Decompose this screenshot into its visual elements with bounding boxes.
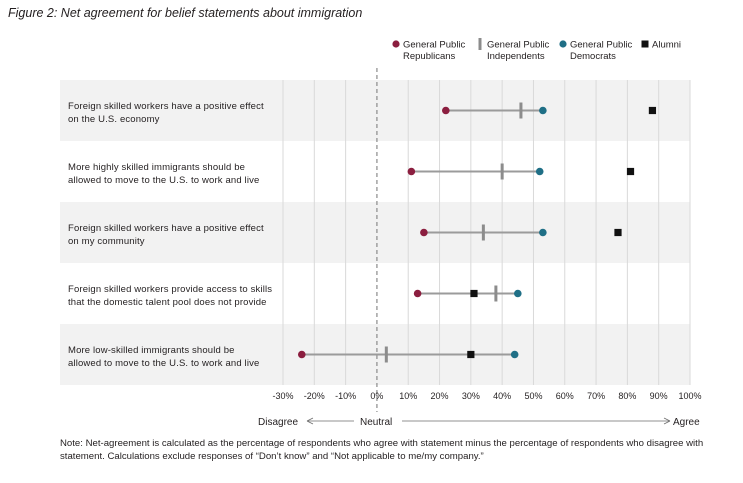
statement-label: Foreign skilled workers provide access t…: [68, 284, 272, 308]
x-axis-ticks: -30% -20% -10% 0% 10% 20% 30% 40% 50% 60% 70% 80% 90…: [272, 391, 701, 401]
x-tick-label: 80%: [618, 391, 636, 401]
statement-label: Foreign skilled workers have a positive …: [68, 101, 264, 125]
x-tick-label: 50%: [524, 391, 542, 401]
republicans-marker: [297, 350, 306, 359]
chart-row: Foreign skilled workers have a positive …: [68, 101, 657, 125]
independents-marker: [500, 163, 504, 180]
legend-label-line: General Public: [487, 40, 550, 51]
legend-label-line: Independents: [487, 51, 545, 62]
x-tick-label: 0%: [370, 391, 383, 401]
legend-label: General Public Independents: [487, 40, 550, 63]
x-tick-label: -10%: [335, 391, 356, 401]
statement-label-line: Foreign skilled workers have a positive …: [68, 223, 264, 234]
legend-swatch: [478, 38, 482, 50]
democrats-marker: [514, 289, 522, 298]
row-band: [60, 80, 690, 141]
x-tick-label: -20%: [304, 391, 325, 401]
democrats-marker: [535, 167, 544, 176]
legend-label: General Public Democrats: [570, 40, 633, 63]
row-band: [60, 202, 690, 263]
scale-label-agree: Agree: [673, 417, 700, 428]
x-tick-label: 20%: [431, 391, 449, 401]
statement-label-line: Foreign skilled workers provide access t…: [68, 284, 272, 295]
independents-marker: [519, 102, 523, 119]
chart-row: Foreign skilled workers have a positive …: [68, 223, 622, 247]
figure-title: Figure 2: Net agreement for belief state…: [8, 6, 363, 20]
x-tick-label: 10%: [399, 391, 417, 401]
agreement-scale: Disagree Neutral Agree: [258, 417, 700, 428]
scale-label-disagree: Disagree: [258, 417, 298, 428]
alumni-marker: [626, 167, 635, 176]
legend-entry: Alumni: [641, 40, 681, 51]
statement-label: More low-skilled immigrants should be all…: [68, 345, 259, 369]
independents-marker: [384, 346, 388, 363]
statement-label-line: allowed to move to the U.S. to work and …: [68, 175, 259, 186]
alumni-marker: [614, 228, 622, 237]
chart-rows: Foreign skilled workers have a positive …: [68, 101, 657, 369]
statement-label-line: More low-skilled immigrants should be: [68, 345, 235, 356]
scale-label-neutral: Neutral: [360, 417, 392, 428]
x-tick-label: 30%: [462, 391, 480, 401]
x-tick-label: 90%: [650, 391, 668, 401]
independents-marker: [481, 224, 485, 241]
gridlines: [282, 80, 691, 385]
alumni-marker: [467, 350, 475, 359]
chart-row: More low-skilled immigrants should be all…: [68, 345, 519, 369]
chart-row: More highly skilled immigrants should be…: [68, 162, 635, 186]
x-tick-label: -30%: [272, 391, 293, 401]
legend-label-line: General Public: [403, 40, 466, 51]
statement-label-line: on the U.S. economy: [68, 114, 160, 125]
independents-marker: [494, 285, 498, 302]
footnote: Note: Net-agreement is calculated as the…: [60, 438, 704, 462]
republicans-marker: [407, 167, 416, 176]
x-tick-label: 40%: [493, 391, 511, 401]
legend-label-line: Democrats: [570, 51, 616, 62]
alumni-marker: [470, 289, 478, 298]
statement-label-line: More highly skilled immigrants should be: [68, 162, 245, 173]
democrats-marker: [539, 228, 547, 237]
scale-arrow-right-head: [663, 417, 671, 425]
statement-label-line: allowed to move to the U.S. to work and …: [68, 358, 259, 369]
legend-label: General Public Republicans: [403, 40, 466, 63]
republicans-marker: [442, 106, 450, 115]
statement-label-line: that the domestic talent pool does not p…: [68, 297, 267, 308]
statement-label: More highly skilled immigrants should be…: [68, 162, 259, 186]
scale-arrow-left-head: [306, 417, 314, 425]
statement-label-line: Foreign skilled workers have a positive …: [68, 101, 264, 112]
alumni-marker: [648, 106, 657, 115]
legend-swatch: [392, 40, 400, 48]
legend-label-line: Alumni: [652, 40, 681, 51]
chart-row: Foreign skilled workers provide access t…: [68, 284, 522, 308]
legend-entry: General Public Democrats: [559, 40, 633, 63]
x-tick-label: 60%: [556, 391, 574, 401]
legend-swatch: [559, 40, 567, 48]
x-tick-label: 100%: [678, 391, 701, 401]
republicans-marker: [420, 228, 428, 237]
democrats-marker: [510, 350, 519, 359]
legend-label-line: General Public: [570, 40, 633, 51]
legend-label: Alumni: [652, 40, 681, 51]
x-tick-label: 70%: [587, 391, 605, 401]
statement-label: Foreign skilled workers have a positive …: [68, 223, 264, 247]
legend-label-line: Republicans: [403, 51, 456, 62]
legend-swatch: [641, 40, 649, 48]
statement-label-line: on my community: [68, 236, 145, 247]
legend-entry: General Public Independents: [478, 38, 550, 63]
republicans-marker: [413, 289, 422, 298]
row-bands: [60, 80, 690, 385]
democrats-marker: [539, 106, 547, 115]
legend-entry: General Public Republicans: [392, 40, 466, 63]
